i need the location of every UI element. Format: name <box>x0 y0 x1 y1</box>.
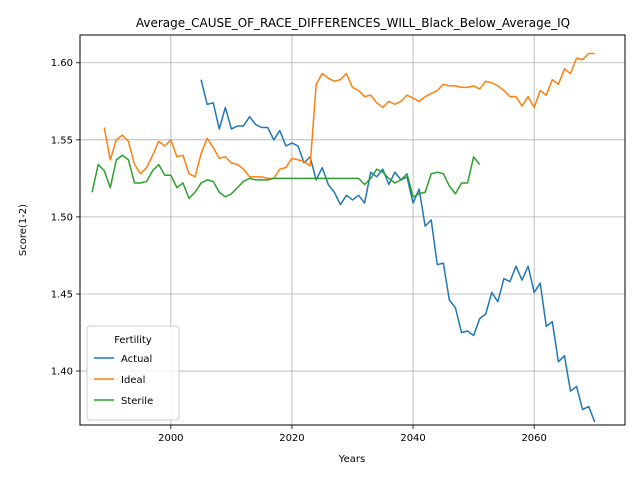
y-tick-label: 1.45 <box>51 289 73 300</box>
legend-label-actual: Actual <box>121 354 152 365</box>
y-tick-label: 1.60 <box>51 58 73 69</box>
series-lines <box>91 52 596 423</box>
y-axis-label: Score(1-2) <box>18 204 29 256</box>
series-line-actual <box>200 79 596 423</box>
y-tick-label: 1.50 <box>51 212 73 223</box>
y-axis-ticks: 1.40 1.45 1.50 1.55 1.60 <box>51 58 80 378</box>
y-tick-label: 1.55 <box>51 135 73 146</box>
legend-label-ideal: Ideal <box>121 375 145 386</box>
x-tick-label: 2040 <box>400 433 425 444</box>
legend-label-sterile: Sterile <box>121 396 153 407</box>
legend-box <box>86 325 180 421</box>
legend: Fertility Actual Ideal Sterile <box>86 325 180 421</box>
y-tick-label: 1.40 <box>51 367 73 378</box>
series-line-ideal <box>103 52 595 180</box>
x-tick-label: 2000 <box>158 433 183 444</box>
x-tick-label: 2060 <box>521 433 546 444</box>
plot-frame <box>79 34 626 426</box>
legend-title: Fertility <box>114 335 152 346</box>
chart-title: Average_CAUSE_OF_RACE_DIFFERENCES_WILL_B… <box>136 16 570 30</box>
x-tick-label: 2020 <box>279 433 304 444</box>
legend-items: Actual Ideal Sterile <box>94 354 153 407</box>
x-axis-ticks: 2000 2020 2040 2060 <box>158 425 547 444</box>
series-line-sterile <box>91 154 481 200</box>
x-axis-label: Years <box>338 454 365 465</box>
